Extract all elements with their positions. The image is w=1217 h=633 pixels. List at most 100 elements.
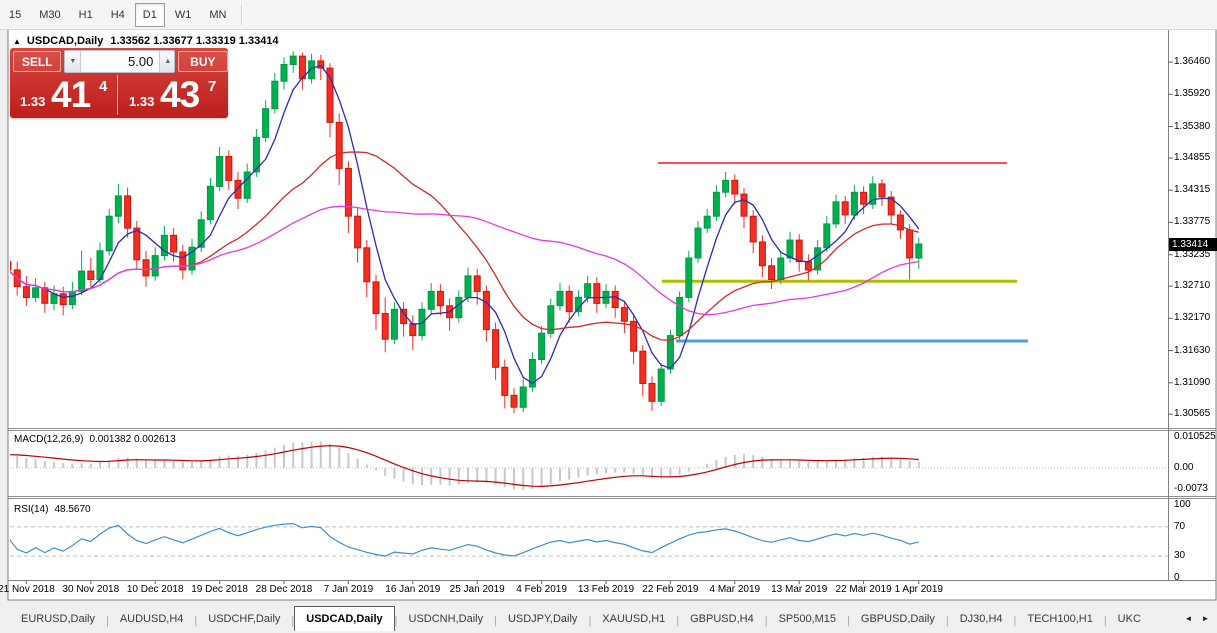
candle xyxy=(326,67,334,123)
candle xyxy=(731,179,739,195)
candle xyxy=(538,332,546,361)
candle xyxy=(170,234,178,253)
price-axis-label: 1.33235 xyxy=(1174,248,1211,260)
tab-scroll-left-button[interactable]: ◄ xyxy=(1181,610,1196,627)
candle xyxy=(390,308,398,340)
candle xyxy=(133,227,141,261)
candle xyxy=(777,257,785,280)
timeframe-button-d1[interactable]: D1 xyxy=(134,2,165,27)
candle xyxy=(795,239,803,263)
candle xyxy=(455,296,463,319)
date-label: 30 Nov 2018 xyxy=(62,584,120,595)
volume-increase-button[interactable]: ▲ xyxy=(160,51,174,72)
date-label: 13 Mar 2019 xyxy=(771,584,828,595)
collapse-triangle-icon[interactable]: ▲ xyxy=(13,36,21,46)
buy-button[interactable]: BUY xyxy=(177,51,228,72)
tab-separator: | xyxy=(764,615,768,627)
candle xyxy=(335,121,343,169)
timeframe-button-w1[interactable]: W1 xyxy=(174,8,192,21)
chevron-down-icon: ▼ xyxy=(69,58,77,65)
timeframe-button-m30[interactable]: M30 xyxy=(39,8,61,21)
tab-separator: | xyxy=(1013,615,1017,627)
candle xyxy=(10,261,12,271)
candle xyxy=(574,296,582,313)
chart-tab-usdchf-daily[interactable]: USDCHF,Daily xyxy=(208,613,281,625)
chart-tab-dj30-h4[interactable]: DJ30,H4 xyxy=(959,613,1003,625)
chart-tab-gbpusd-h4[interactable]: GBPUSD,H4 xyxy=(690,613,754,625)
candle xyxy=(915,243,923,259)
candle xyxy=(216,156,224,187)
candle xyxy=(78,270,86,292)
price-axis-label: 1.36460 xyxy=(1174,56,1211,68)
chart-tab-tech100-h1[interactable]: TECH100,H1 xyxy=(1027,613,1093,625)
chart-ohlc-values: 1.33562 1.33677 1.33319 1.33414 xyxy=(110,35,279,47)
rsi-layer xyxy=(10,522,1168,557)
buy-quote-panel[interactable]: 1.33 43 7 xyxy=(120,75,226,115)
candle xyxy=(68,290,76,305)
chart-tab-usdjpy-daily[interactable]: USDJPY,Daily xyxy=(507,613,578,625)
date-label: 22 Mar 2019 xyxy=(835,584,892,595)
chart-tab-eurusd-daily[interactable]: EURUSD,Daily xyxy=(21,613,95,625)
candle xyxy=(519,386,527,408)
rsi-title: RSI(14) xyxy=(14,504,49,515)
candle xyxy=(906,229,914,259)
price-axis-label: 1.31630 xyxy=(1174,344,1211,356)
candle xyxy=(188,246,196,271)
candle xyxy=(344,167,352,217)
sell-button[interactable]: SELL xyxy=(13,51,62,72)
candle xyxy=(878,183,886,198)
candle xyxy=(197,219,205,248)
candle xyxy=(869,183,877,205)
tab-scroll-right-button[interactable]: ► xyxy=(1198,610,1213,627)
candle xyxy=(584,283,592,298)
candle xyxy=(740,193,748,217)
candle xyxy=(896,214,904,231)
date-label: 28 Dec 2018 xyxy=(255,584,313,595)
candle xyxy=(234,179,242,199)
candle xyxy=(124,195,132,229)
timeframe-button-15[interactable]: 15 xyxy=(9,8,22,21)
tab-separator: | xyxy=(394,615,398,627)
arrow-right-icon: ► xyxy=(1201,614,1210,623)
price-axis-label: 1.32710 xyxy=(1174,280,1211,292)
candle xyxy=(289,55,297,65)
candle xyxy=(308,60,316,80)
moving-averages-layer xyxy=(10,64,920,385)
chart-tab-sp500-m15[interactable]: SP500,M15 xyxy=(778,613,837,625)
chart-tab-usdcad-daily[interactable]: USDCAD,Daily xyxy=(294,606,395,631)
chart-tab-ukc[interactable]: UKC xyxy=(1117,613,1141,625)
chart-tab-xauusd-h1[interactable]: XAUUSD,H1 xyxy=(602,613,666,625)
timeframe-button-h4[interactable]: H4 xyxy=(110,8,125,21)
chart-tab-gbpusd-daily[interactable]: GBPUSD,Daily xyxy=(860,613,935,625)
candle xyxy=(768,265,776,280)
rsi-axis-label: 70 xyxy=(1174,520,1186,532)
buy-price-prefix: 1.33 xyxy=(129,94,155,109)
arrow-left-icon: ◄ xyxy=(1184,614,1193,623)
tab-separator: | xyxy=(494,615,497,627)
tab-separator: | xyxy=(945,615,949,627)
candle xyxy=(749,215,757,243)
chart-tab-audusd-h4[interactable]: AUDUSD,H4 xyxy=(119,613,184,625)
tab-separator: | xyxy=(1103,615,1107,627)
candle xyxy=(262,108,270,138)
candle xyxy=(648,382,656,402)
buy-price-sup: 7 xyxy=(208,78,217,95)
timeframe-button-h1[interactable]: H1 xyxy=(78,8,93,21)
date-label: 19 Dec 2018 xyxy=(191,584,248,595)
trade-controls-row: SELL ▼ ▲ BUY xyxy=(10,50,228,73)
chart-tab-usdcnh-daily[interactable]: USDCNH,Daily xyxy=(408,613,484,625)
timeframe-button-mn[interactable]: MN xyxy=(209,8,227,21)
rsi-axis-label: 0 xyxy=(1174,572,1180,583)
volume-input[interactable] xyxy=(80,51,161,72)
candle xyxy=(206,185,214,221)
candle xyxy=(87,270,95,281)
candle xyxy=(409,323,417,337)
candle xyxy=(492,329,500,368)
candle xyxy=(436,290,444,307)
sell-quote-panel[interactable]: 1.33 41 4 xyxy=(11,75,118,115)
candle xyxy=(620,307,628,322)
candle xyxy=(593,283,601,304)
candle xyxy=(786,239,794,259)
volume-decrease-button[interactable]: ▼ xyxy=(65,51,81,72)
